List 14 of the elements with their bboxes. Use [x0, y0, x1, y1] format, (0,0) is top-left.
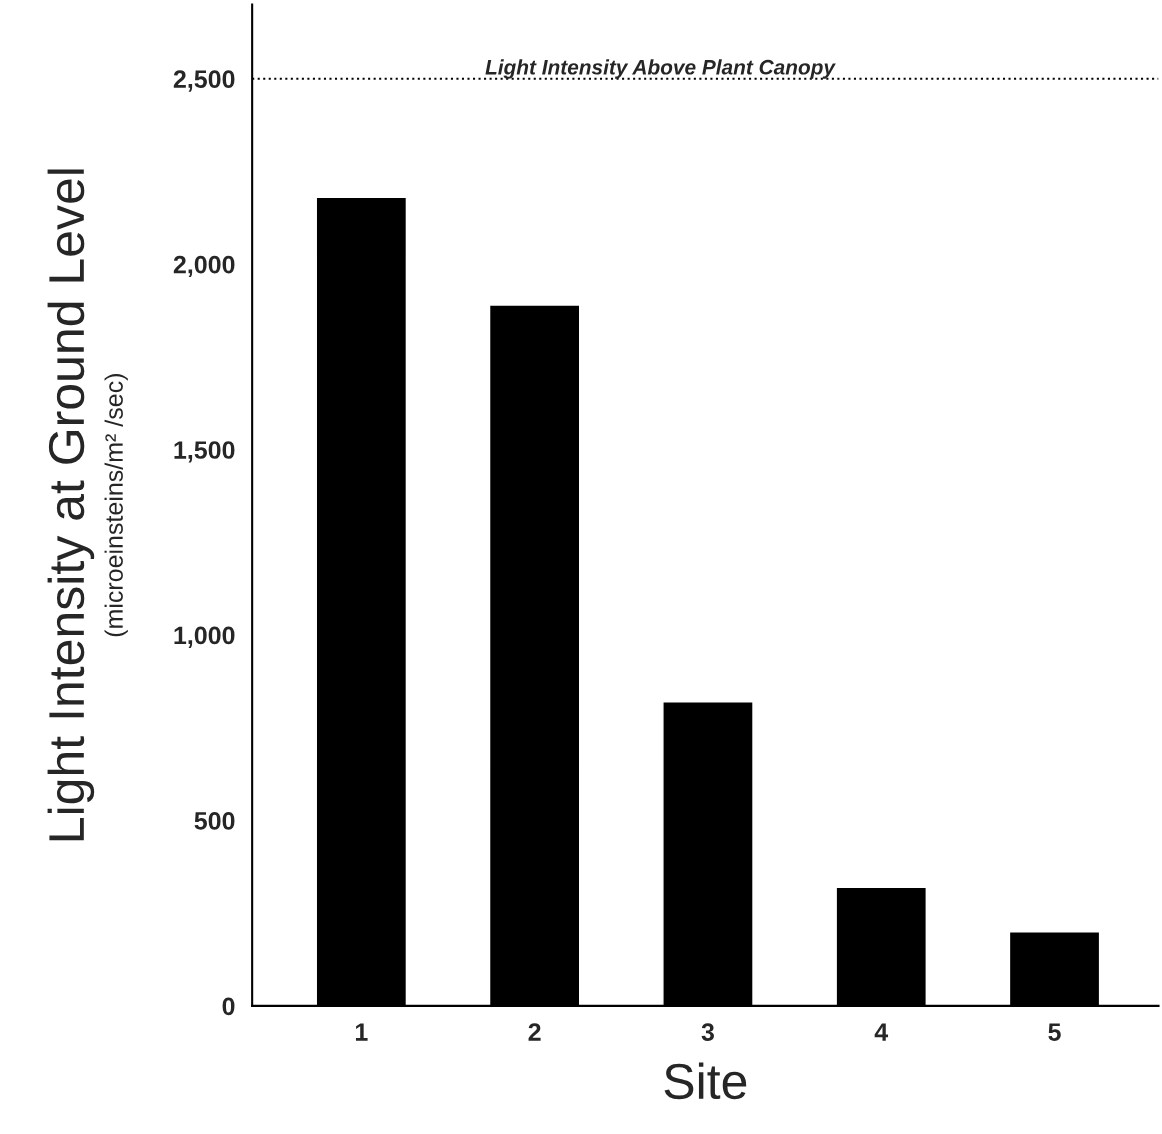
x-tick-label: 1 — [355, 1023, 368, 1041]
x-axis-title: Site — [664, 1062, 747, 1100]
ref-line-label: Light Intensity Above Plant Canopy — [485, 59, 836, 79]
x-tick-label: 2 — [528, 1023, 541, 1041]
y-tick-label: 2,500 — [173, 70, 235, 92]
x-tick-label: 3 — [701, 1023, 714, 1041]
y-tick-label: 2,000 — [173, 255, 235, 278]
y-tick-label: 500 — [194, 812, 235, 830]
y-tick-label: 0 — [222, 997, 235, 1016]
x-tick-label: 5 — [1048, 1023, 1061, 1041]
y-tick-label: 1,500 — [174, 441, 235, 463]
x-tick-label: 4 — [874, 1023, 889, 1041]
y-axis-title: Light Intensity at Ground Level (microeinsteins/m² /sec) — [47, 169, 128, 841]
y-tick-label: 1,000 — [174, 626, 235, 648]
